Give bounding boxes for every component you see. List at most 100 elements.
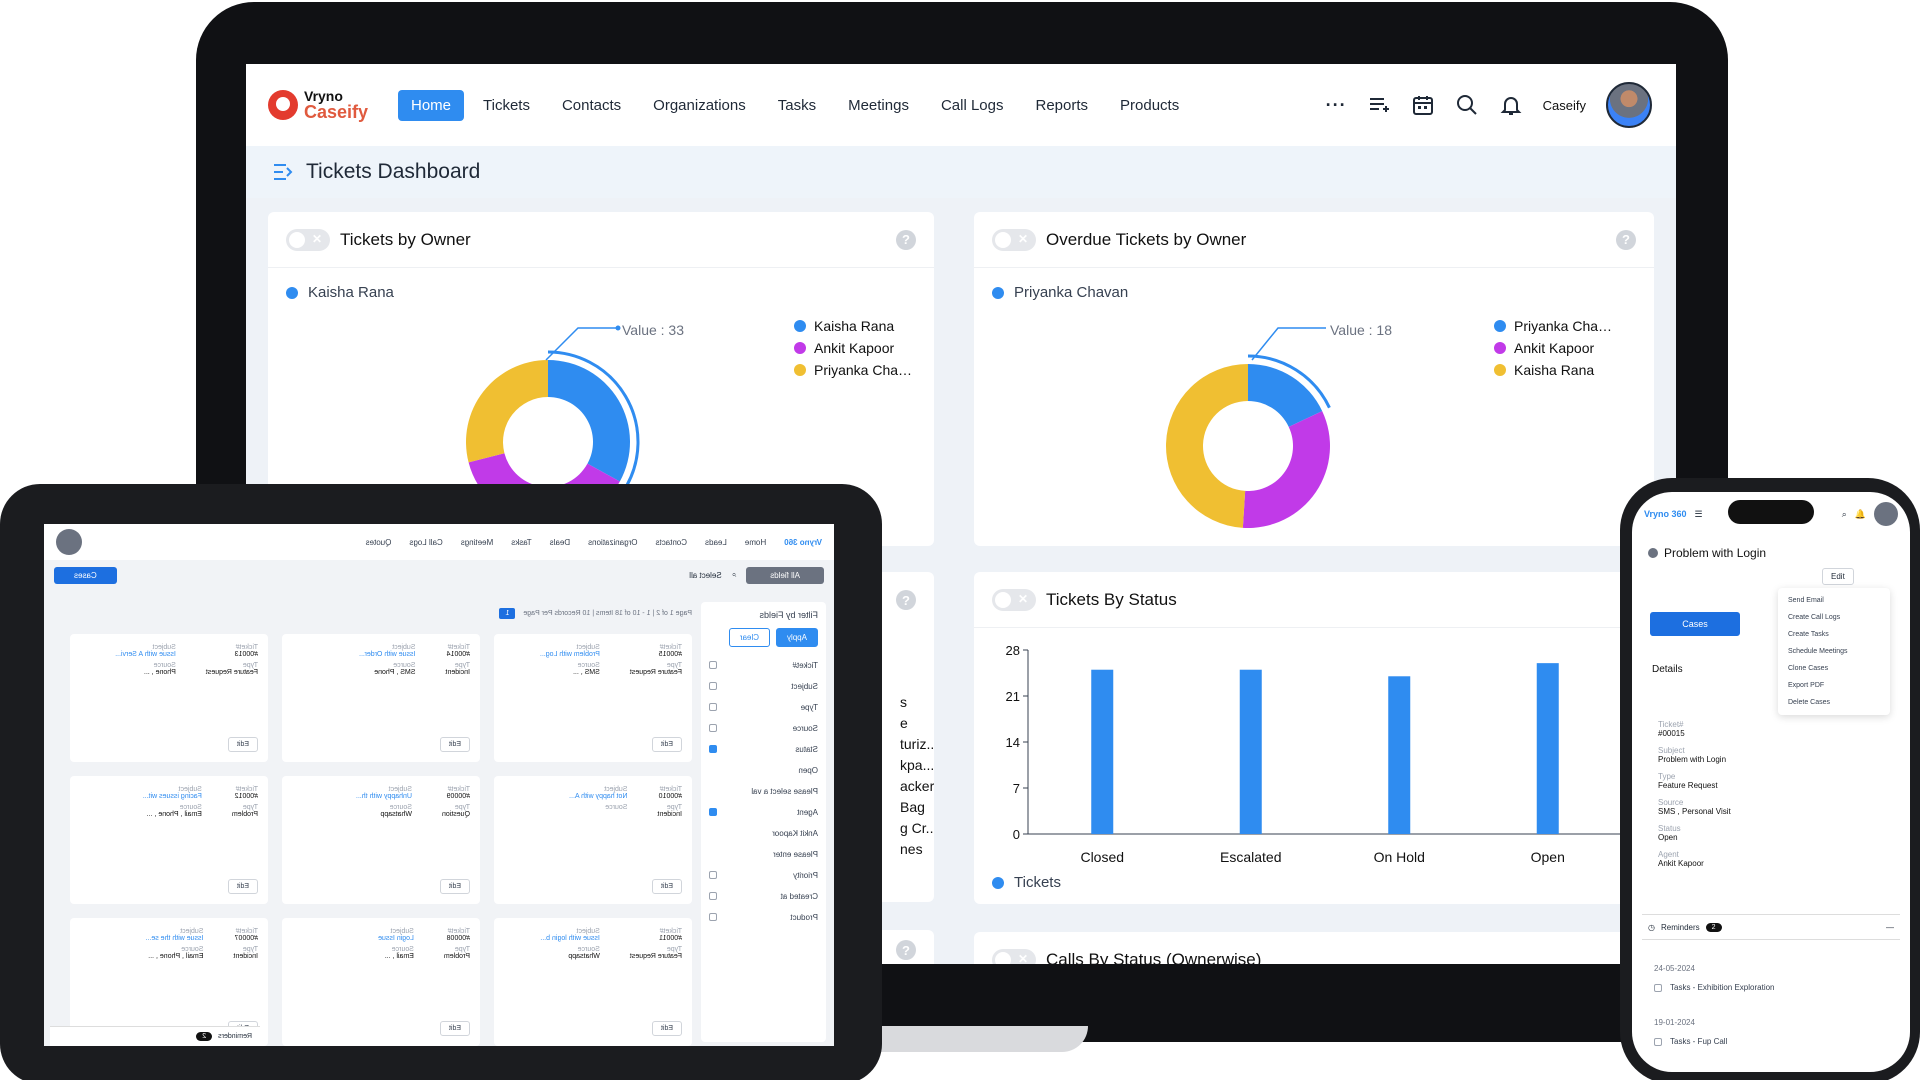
search-icon[interactable]: ⌕ [1841,508,1847,519]
card-edit-button[interactable]: Edit [651,879,682,894]
donut-slice[interactable] [1242,411,1330,528]
username[interactable]: Caseify [1542,97,1586,113]
menu-send-email[interactable]: Send Email [1788,597,1824,604]
card-edit-button[interactable]: Edit [227,737,258,752]
cases-button[interactable]: Cases [1650,612,1740,636]
help-icon[interactable]: ? [896,229,916,250]
user-avatar[interactable] [1606,82,1652,128]
card-toggle[interactable] [286,228,330,251]
filter-field[interactable]: Product [709,907,818,928]
legend-item[interactable]: Ankit Kapoor [1494,340,1612,356]
card-toggle[interactable] [992,588,1036,611]
nav-meetings[interactable]: Meetings [848,96,909,114]
filter-field[interactable]: Subject [709,676,818,697]
filter-chip[interactable]: Open [709,760,818,781]
menu-create-call-logs[interactable]: Create Call Logs [1788,614,1841,621]
filter-chip[interactable]: Ankit Kapoor [709,823,818,844]
tablet-nav-item[interactable]: Call Logs [409,537,443,547]
tablet-avatar[interactable] [56,529,82,555]
card-toggle[interactable] [992,948,1036,964]
more-menu-button[interactable]: ··· [1325,94,1347,115]
menu-delete-cases[interactable]: Delete Cases [1788,699,1831,706]
donut-slice[interactable] [1165,364,1248,528]
card-subject[interactable]: Problem with Log... [539,651,600,658]
help-icon[interactable]: ? [896,940,916,960]
bell-icon[interactable]: 🔔 [1854,508,1866,519]
cases-button[interactable]: Cases [54,566,117,584]
filter-field[interactable]: Ticket# [709,655,818,676]
card-subject[interactable]: Login Issue [378,935,414,942]
filter-checkbox[interactable] [709,871,717,879]
menu-icon[interactable]: ☰ [1694,508,1703,519]
bar[interactable] [1536,663,1559,834]
case-card[interactable]: Ticket# #00010 Type Incident Subject Not happ… [494,776,692,904]
card-subject[interactable]: Issue with A Servi... [115,651,176,658]
edit-button[interactable]: Edit [1822,568,1854,585]
card-edit-button[interactable]: Edit [227,879,258,894]
calendar-icon[interactable] [1411,93,1435,117]
brand-logo[interactable]: Vryno Caseify [268,89,388,121]
filter-checkbox[interactable] [709,892,717,900]
nav-organizations[interactable]: Organizations [653,96,746,114]
tablet-brand[interactable]: Vryno 360 [784,537,822,547]
case-card[interactable]: Ticket# #00013 Type Feature Request Subject I… [70,634,268,762]
tablet-nav-item[interactable]: Home [744,537,767,547]
legend-item[interactable]: Priyanka Cha… [1494,318,1612,334]
filter-checkbox[interactable] [709,661,717,669]
case-card[interactable]: Ticket# #00015 Type Feature Request Subject P… [494,634,692,762]
tablet-nav-item[interactable]: Tasks [511,537,532,547]
clear-button[interactable]: Clear [728,628,770,647]
bar[interactable] [1239,669,1262,834]
card-subject[interactable]: Facing issues wit... [142,793,202,800]
filter-checkbox[interactable] [709,724,717,732]
nav-products[interactable]: Products [1120,96,1180,114]
tablet-reminders-bar[interactable]: Reminders 2 [50,1026,260,1046]
reminders-bar[interactable]: ◷ Reminders 2 — [1642,914,1900,940]
card-subject[interactable]: Not happy with A... [569,793,628,800]
case-card[interactable]: Ticket# #00012 Type Problem Subject Facing is… [70,776,268,904]
nav-contacts[interactable]: Contacts [561,96,622,114]
menu-export-pdf[interactable]: Export PDF [1788,682,1825,689]
nav-tickets[interactable]: Tickets [483,96,530,114]
filter-input[interactable]: Please enter [709,844,818,865]
search-icon[interactable]: ⌕ [731,570,737,579]
filter-field[interactable]: Status [709,739,818,760]
card-edit-button[interactable]: Edit [439,1021,470,1036]
card-subject[interactable]: Issue with the se... [145,935,204,942]
filter-checkbox[interactable] [709,703,717,711]
filter-field[interactable]: Agent [709,802,818,823]
back-icon[interactable] [1648,548,1658,558]
reminder-item[interactable]: Tasks - Exhibition Exploration [1654,983,1775,992]
sidebar-toggle-icon[interactable] [272,162,294,182]
card-edit-button[interactable]: Edit [651,1021,682,1036]
filter-checkbox[interactable] [709,745,717,753]
nav-tasks[interactable]: Tasks [777,96,817,114]
add-list-icon[interactable] [1367,93,1391,117]
help-icon[interactable]: ? [1616,229,1636,250]
minimize-icon[interactable]: — [1886,922,1894,932]
phone-avatar[interactable] [1874,502,1898,526]
all-fields-select[interactable]: All fields [746,566,824,584]
filter-checkbox[interactable] [709,682,717,690]
filter-field[interactable]: Created at [709,886,818,907]
legend-item[interactable]: Priyanka Cha… [794,362,912,378]
case-card[interactable]: Ticket# #00009 Type Question Subject Unhappy … [282,776,480,904]
menu-create-tasks[interactable]: Create Tasks [1788,631,1829,638]
nav-home[interactable]: Home [398,89,465,121]
bar[interactable] [1091,669,1114,834]
tablet-nav-item[interactable]: Deals [549,537,571,547]
help-icon[interactable]: ? [896,590,916,610]
tablet-nav-item[interactable]: Contacts [655,537,688,547]
card-subject[interactable]: Unhappy with th... [355,793,412,800]
select-all-checkbox[interactable]: Select all [689,570,722,580]
phone-brand[interactable]: Vryno 360 [1644,509,1687,519]
reminder-checkbox[interactable] [1654,983,1662,992]
card-subject[interactable]: Issue with Order... [359,651,416,658]
case-card[interactable]: Ticket# #00008 Type Problem Subject Login Iss… [282,918,480,1046]
donut-slice[interactable] [1248,364,1323,427]
reminder-checkbox[interactable] [1654,1037,1662,1046]
card-edit-button[interactable]: Edit [651,737,682,752]
bar[interactable] [1388,676,1411,834]
bell-icon[interactable] [1499,93,1523,117]
legend-item[interactable]: Kaisha Rana [1494,362,1612,378]
